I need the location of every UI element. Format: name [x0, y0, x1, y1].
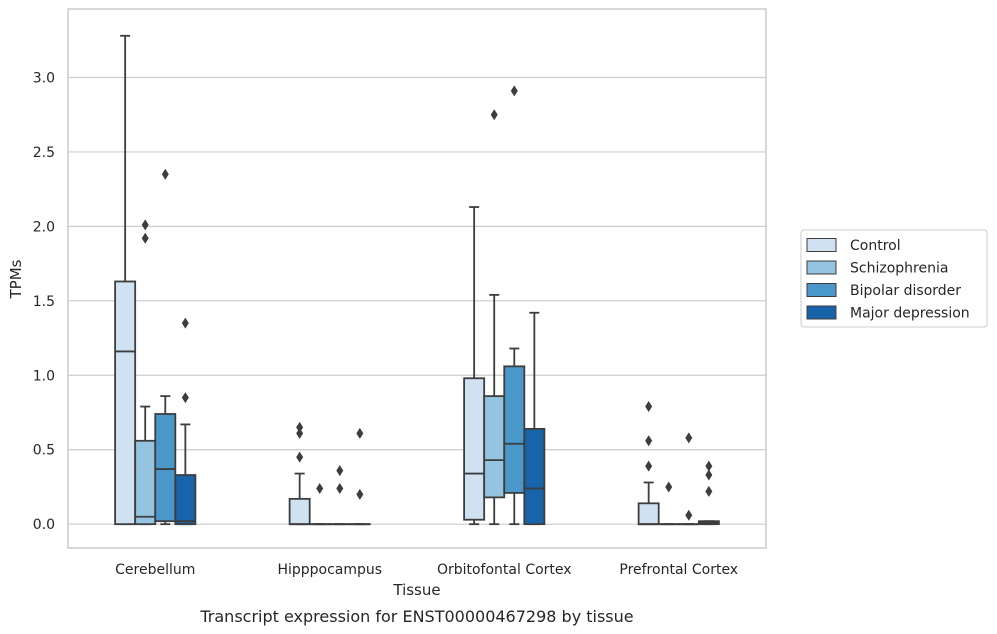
box-body: [463, 377, 486, 521]
outlier-point: [296, 427, 304, 439]
box-major-depression: [697, 460, 720, 526]
outlier-point: [685, 432, 693, 444]
x-tick-label: Orbitofontal Cortex: [437, 562, 572, 578]
plot-background: [68, 9, 766, 548]
outlier-point: [296, 451, 304, 463]
box-schizophrenia: [308, 482, 331, 526]
box-control: [288, 421, 311, 526]
outlier-point: [181, 317, 189, 329]
x-tick-label: Hipppocampus: [277, 562, 382, 578]
outlier-point: [665, 481, 673, 493]
box-body: [483, 395, 506, 499]
outlier-point: [685, 509, 693, 521]
grid-layer: [68, 9, 766, 548]
legend-swatch: [806, 283, 837, 297]
outlier-point: [141, 232, 149, 244]
box-body: [637, 502, 660, 526]
legend-label: Bipolar disorder: [850, 283, 961, 299]
legend-swatch: [806, 305, 837, 320]
outlier-point: [705, 469, 713, 481]
box-bipolar-disorder: [328, 465, 351, 526]
y-tick-label: 1.0: [33, 368, 55, 384]
box-body: [174, 474, 197, 526]
outlier-point: [645, 460, 653, 472]
box-body: [523, 427, 546, 526]
legend-label: Control: [850, 238, 901, 254]
outlier-point: [336, 482, 344, 494]
plot-frame: [67, 8, 767, 549]
x-tick-label: Cerebellum: [115, 562, 195, 578]
legend-frame: [800, 229, 988, 328]
outlier-point: [316, 482, 324, 494]
outlier-point: [356, 427, 364, 439]
outlier-point: [705, 460, 713, 472]
chart-caption: Transcript expression for ENST0000046729…: [199, 607, 633, 626]
box-body: [288, 497, 311, 526]
box-schizophrenia: [483, 109, 506, 526]
box-bipolar-disorder: [503, 85, 526, 526]
y-tick-label: 1.5: [33, 294, 55, 310]
outlier-point: [141, 219, 149, 231]
outlier-point: [705, 485, 713, 497]
box-control: [463, 206, 486, 526]
x-tick-label: Prefrontal Cortex: [619, 562, 738, 578]
outlier-point: [356, 488, 364, 500]
x-axis-label: Tissue: [392, 581, 440, 599]
y-axis-label: TPMs: [7, 259, 25, 299]
outlier-point: [645, 401, 653, 413]
box-major-depression: [523, 311, 546, 526]
box-major-depression: [174, 317, 197, 526]
outlier-point: [161, 168, 169, 180]
legend-swatch: [806, 238, 837, 252]
legend-items: Control Schizophrenia Bipolar disorder Majo…: [806, 238, 970, 322]
legend-label: Major depression: [850, 306, 970, 322]
legend-swatch: [806, 260, 837, 275]
box-body: [503, 365, 526, 494]
box-body: [134, 439, 157, 526]
legend: Control Schizophrenia Bipolar disorder Majo…: [800, 229, 988, 328]
box-body: [154, 413, 177, 523]
outlier-point: [296, 421, 304, 433]
box-control: [637, 401, 660, 526]
y-tick-label: 0.0: [33, 517, 55, 533]
y-tick-labels: 0.0 0.5 1.0 1.5 2.0 2.5 3.0: [33, 70, 55, 533]
box-control: [114, 34, 137, 526]
y-tick-label: 2.5: [33, 145, 55, 161]
box-bipolar-disorder: [154, 168, 177, 526]
y-tick-label: 2.0: [33, 219, 55, 235]
y-tick-label: 0.5: [33, 443, 55, 459]
outlier-point: [490, 109, 498, 121]
box-schizophrenia: [134, 219, 157, 526]
x-tick-labels: Cerebellum Hipppocampus Orbitofontal Corte…: [115, 562, 738, 578]
box-body: [114, 280, 137, 526]
outlier-point: [510, 85, 518, 97]
outlier-point: [336, 465, 344, 477]
legend-label: Schizophrenia: [850, 261, 948, 277]
box-layer: [114, 34, 720, 526]
y-tick-label: 3.0: [33, 70, 55, 86]
box-major-depression: [348, 427, 371, 526]
outlier-point: [181, 392, 189, 404]
outlier-point: [645, 435, 653, 447]
